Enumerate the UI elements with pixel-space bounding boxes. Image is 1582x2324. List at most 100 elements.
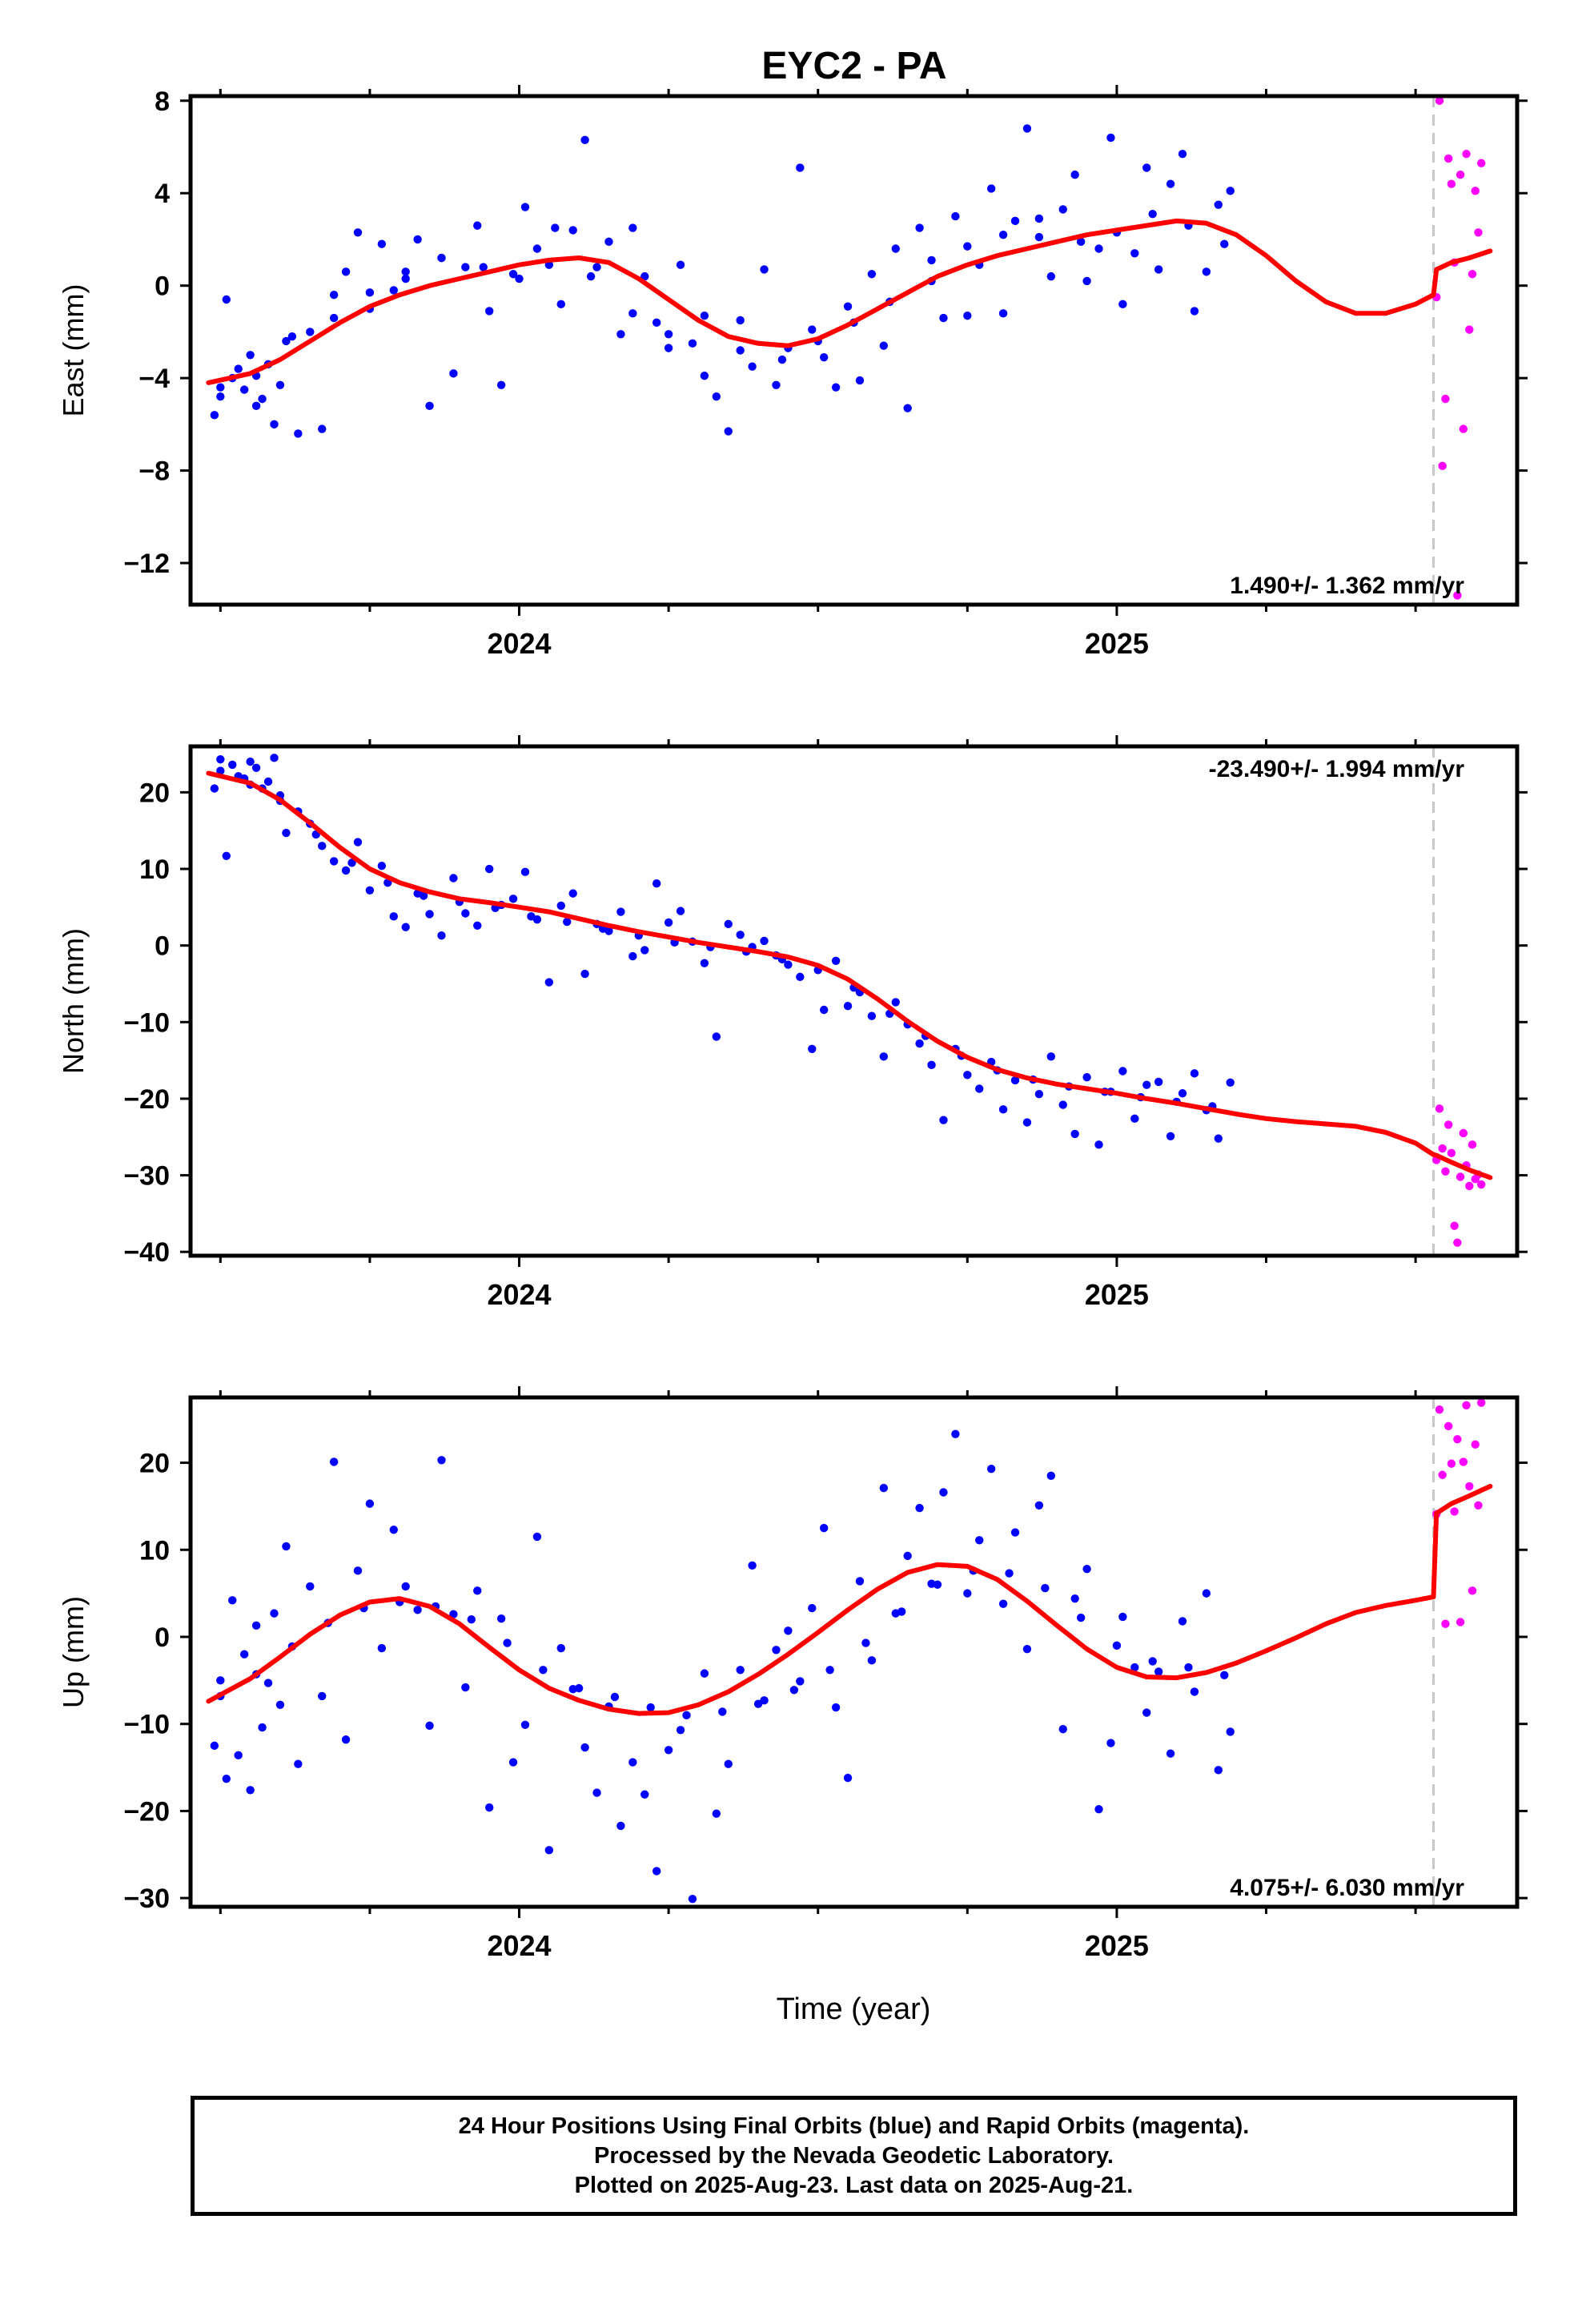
rapid-orbit-point xyxy=(1477,1398,1486,1407)
panel-east: 8 4 0 −4 −8 −12 2024 2025 East (mm) 1.490+/- 1.36… xyxy=(57,85,1528,660)
final-orbit-point xyxy=(1226,1078,1235,1088)
final-orbit-point xyxy=(532,1532,542,1542)
final-orbit-point xyxy=(915,1039,924,1048)
final-orbit-point xyxy=(1082,276,1091,286)
final-orbit-point xyxy=(353,1566,363,1575)
final-orbit-point xyxy=(503,1638,512,1647)
final-orbit-point xyxy=(724,919,733,929)
final-orbit-point xyxy=(239,1650,249,1659)
final-orbit-point xyxy=(580,1743,589,1752)
final-orbit-point xyxy=(413,1606,422,1614)
final-orbit-point xyxy=(640,946,649,955)
final-orbit-point xyxy=(1184,1663,1193,1672)
rapid-orbit-point xyxy=(1435,1104,1444,1113)
final-orbit-point xyxy=(1118,1067,1127,1076)
rapid-orbit-point xyxy=(1468,1140,1477,1149)
final-orbit-point xyxy=(353,838,363,846)
final-orbit-point xyxy=(1130,1663,1139,1672)
x-tick-label: 2025 xyxy=(1085,1278,1149,1311)
final-orbit-point xyxy=(449,369,458,378)
final-orbit-point xyxy=(341,866,351,875)
final-orbit-point xyxy=(951,211,960,221)
rapid-orbit-point xyxy=(1450,1507,1459,1516)
final-orbit-point xyxy=(998,1599,1008,1608)
final-orbit-point xyxy=(234,364,243,373)
final-orbit-point xyxy=(963,242,972,251)
rapid-orbit-point xyxy=(1459,424,1468,433)
final-orbit-point xyxy=(1022,124,1032,133)
rapid-orbit-point xyxy=(1441,1619,1450,1628)
final-orbit-point xyxy=(556,1643,565,1653)
panel-north: 20 10 0 −10 −20 −30 −40 2024 2025 North (mm) -23.4… xyxy=(57,735,1528,1311)
final-orbit-point xyxy=(228,1596,237,1605)
final-orbit-point xyxy=(700,372,709,380)
final-orbit-point xyxy=(676,1726,685,1735)
final-orbit-point xyxy=(963,1071,972,1080)
final-orbit-point xyxy=(998,230,1008,239)
final-orbit-point xyxy=(963,1589,972,1598)
final-orbit-point xyxy=(461,1683,470,1692)
final-orbit-point xyxy=(473,221,482,230)
model-fit-line xyxy=(206,1483,1493,1716)
final-orbit-point xyxy=(1226,1727,1235,1736)
rapid-orbit-point xyxy=(1438,1144,1447,1153)
rapid-orbit-point xyxy=(1450,1221,1459,1230)
final-orbit-point xyxy=(282,336,291,346)
final-orbit-point xyxy=(616,330,625,339)
final-orbit-point xyxy=(897,1607,906,1616)
final-orbit-point xyxy=(246,351,255,360)
final-orbit-point xyxy=(939,1116,948,1124)
final-orbit-point xyxy=(760,265,769,274)
final-orbit-point xyxy=(222,295,231,304)
rapid-orbit-point xyxy=(1468,1586,1477,1595)
final-orbit-point xyxy=(473,1586,482,1595)
rapid-orbit-point xyxy=(1441,1167,1450,1176)
final-orbit-point xyxy=(210,784,219,793)
final-orbit-point xyxy=(239,385,249,394)
final-orbit-point xyxy=(544,1846,554,1855)
final-orbit-point xyxy=(777,355,787,364)
final-orbit-point xyxy=(652,1867,661,1876)
final-orbit-point xyxy=(508,270,518,279)
final-orbit-point xyxy=(437,253,446,263)
final-orbit-point xyxy=(1041,1583,1050,1593)
model-fit-line xyxy=(206,218,1493,385)
final-orbit-point xyxy=(496,1614,506,1623)
final-orbit-point xyxy=(951,1429,960,1438)
final-orbit-point xyxy=(329,313,339,323)
final-orbit-point xyxy=(419,891,428,900)
final-orbit-point xyxy=(586,271,596,281)
final-orbit-point xyxy=(1034,1501,1044,1510)
final-orbit-point xyxy=(646,1703,655,1712)
final-orbit-point xyxy=(1112,1641,1122,1651)
final-orbit-point xyxy=(568,226,577,235)
final-orbit-point xyxy=(318,424,327,433)
final-orbit-point xyxy=(1082,1564,1091,1574)
final-orbit-point xyxy=(843,302,853,311)
final-orbit-point xyxy=(1118,1612,1127,1622)
final-orbit-point xyxy=(425,1721,434,1731)
rapid-orbit-point xyxy=(1474,1501,1483,1510)
final-orbit-point xyxy=(1094,1805,1103,1814)
plot-area xyxy=(206,1398,1493,1904)
panel-frame xyxy=(188,94,1520,607)
final-orbit-point xyxy=(1076,1613,1086,1622)
final-orbit-point xyxy=(246,1786,255,1795)
final-orbit-point xyxy=(1010,216,1020,226)
y-axis-title: Up (mm) xyxy=(57,1596,90,1708)
x-tick-label: 2025 xyxy=(1085,1929,1149,1962)
final-orbit-point xyxy=(401,923,410,931)
final-orbit-point xyxy=(1082,1072,1091,1082)
final-orbit-point xyxy=(1154,1667,1163,1676)
final-orbit-point xyxy=(318,1691,327,1701)
x-tick-label: 2024 xyxy=(487,1278,551,1311)
final-orbit-point xyxy=(1142,163,1151,172)
rapid-orbit-point xyxy=(1459,1128,1468,1138)
rapid-orbit-point xyxy=(1447,1148,1456,1158)
final-orbit-point xyxy=(270,420,279,429)
final-orbit-point xyxy=(819,1523,829,1533)
final-orbit-point xyxy=(664,1746,673,1755)
final-orbit-point xyxy=(228,760,237,770)
final-orbit-point xyxy=(461,909,470,918)
final-orbit-point xyxy=(825,1666,834,1675)
